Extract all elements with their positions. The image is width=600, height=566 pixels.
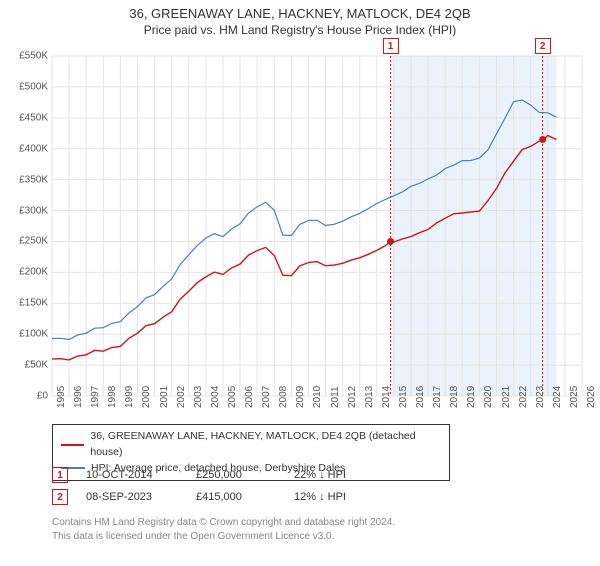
y-axis-label: £150K: [0, 298, 48, 309]
y-axis-label: £450K: [0, 112, 48, 123]
markers-table: 1 10-OCT-2014 £250,000 22% ↓ HPI 2 08-SE…: [52, 464, 394, 508]
x-axis-label: 2012: [347, 386, 358, 408]
x-axis-label: 2016: [415, 386, 426, 408]
y-axis-label: £350K: [0, 174, 48, 185]
marker-date: 08-SEP-2023: [86, 491, 178, 503]
marker-badge-1: 1: [52, 467, 68, 483]
x-axis-label: 2017: [432, 386, 443, 408]
x-axis-label: 1997: [90, 386, 101, 408]
x-axis-label: 2022: [518, 386, 529, 408]
y-axis-label: £100K: [0, 329, 48, 340]
x-axis-label: 2003: [193, 386, 204, 408]
marker-flag-2: 2: [535, 38, 551, 54]
x-axis-label: 2008: [278, 386, 289, 408]
x-axis-label: 2023: [535, 386, 546, 408]
marker-price: £415,000: [196, 491, 276, 503]
x-axis-label: 1995: [56, 386, 67, 408]
x-axis-label: 2014: [381, 386, 392, 408]
marker-badge-2: 2: [52, 489, 68, 505]
y-axis-label: £250K: [0, 236, 48, 247]
x-axis-label: 1998: [107, 386, 118, 408]
x-axis-label: 2007: [261, 386, 272, 408]
x-axis-label: 2000: [141, 386, 152, 408]
x-axis-label: 2013: [364, 386, 375, 408]
x-axis-label: 2005: [227, 386, 238, 408]
y-axis-label: £50K: [0, 360, 48, 371]
marker-row: 2 08-SEP-2023 £415,000 12% ↓ HPI: [52, 486, 394, 508]
marker-diff: 12% ↓ HPI: [294, 491, 394, 503]
legend-label-1: 36, GREENAWAY LANE, HACKNEY, MATLOCK, DE…: [90, 429, 441, 461]
x-axis-label: 2004: [210, 386, 221, 408]
x-axis-label: 1996: [73, 386, 84, 408]
x-axis-label: 2019: [466, 386, 477, 408]
x-axis-label: 2018: [449, 386, 460, 408]
chart-container: 36, GREENAWAY LANE, HACKNEY, MATLOCK, DE…: [0, 6, 600, 566]
x-axis-label: 2015: [398, 386, 409, 408]
x-axis-label: 2011: [330, 386, 341, 408]
marker-date: 10-OCT-2014: [86, 469, 178, 481]
x-axis-label: 2021: [501, 386, 512, 408]
y-axis-label: £200K: [0, 267, 48, 278]
x-axis-label: 2010: [312, 386, 323, 408]
marker-flag-1: 1: [383, 38, 399, 54]
chart-title: 36, GREENAWAY LANE, HACKNEY, MATLOCK, DE…: [0, 6, 600, 21]
x-axis-label: 2024: [552, 386, 563, 408]
x-axis-label: 2026: [586, 386, 597, 408]
chart-subtitle: Price paid vs. HM Land Registry's House …: [0, 23, 600, 37]
marker-price: £250,000: [196, 469, 276, 481]
y-axis-label: £500K: [0, 81, 48, 92]
legend-swatch-1: [61, 444, 84, 446]
x-axis-label: 2001: [159, 386, 170, 408]
x-axis-label: 2009: [295, 386, 306, 408]
y-axis-label: £0: [0, 391, 48, 402]
legend-row: 36, GREENAWAY LANE, HACKNEY, MATLOCK, DE…: [61, 429, 441, 461]
x-axis-label: 2006: [244, 386, 255, 408]
y-axis-label: £550K: [0, 51, 48, 62]
license-text: Contains HM Land Registry data © Crown c…: [52, 516, 395, 544]
chart-svg: [52, 56, 582, 396]
y-axis-label: £400K: [0, 143, 48, 154]
x-axis-label: 2025: [569, 386, 580, 408]
x-axis-label: 2002: [176, 386, 187, 408]
marker-row: 1 10-OCT-2014 £250,000 22% ↓ HPI: [52, 464, 394, 486]
marker-diff: 22% ↓ HPI: [294, 469, 394, 481]
y-axis-label: £300K: [0, 205, 48, 216]
x-axis-label: 1999: [124, 386, 135, 408]
x-axis-label: 2020: [483, 386, 494, 408]
chart-area: £0£50K£100K£150K£200K£250K£300K£350K£400…: [52, 56, 582, 396]
